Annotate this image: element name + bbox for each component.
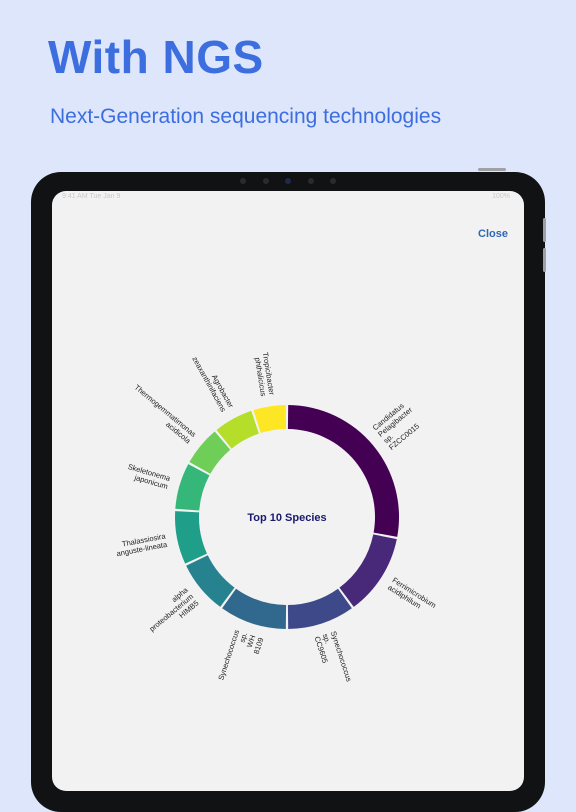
donut-segment[interactable]: [189, 431, 231, 474]
segment-label: Synechococcussp.WH8109: [216, 628, 265, 689]
subtitle: Next-Generation sequencing technologies: [50, 105, 442, 128]
sensor-dot: [307, 178, 314, 184]
segment-label: Synechococcussp.CC9605: [313, 630, 354, 688]
sensor-dot: [262, 178, 269, 184]
status-time: 9:41 AM Tue Jan 9: [62, 193, 121, 200]
segment-label: Tropicibacterphthalicicus: [252, 352, 276, 398]
segment-label: Ferrimicrobiumacidiphilum: [386, 576, 438, 618]
close-button[interactable]: Close: [478, 228, 508, 240]
camera-bar: [240, 177, 336, 185]
segment-label: Agrobacterzeaxanthinifaciens: [190, 351, 235, 414]
volume-up-button: [543, 218, 546, 242]
donut-segment[interactable]: [216, 410, 259, 449]
segment-label: Thermogemmatimonasacidicola: [127, 383, 198, 446]
donut-segment[interactable]: [175, 464, 210, 511]
chart-title: Top 10 Species: [247, 512, 326, 524]
donut-segment[interactable]: [222, 588, 287, 629]
headline: With NGS: [48, 31, 264, 83]
donut-segment[interactable]: [287, 405, 400, 537]
donut-segment[interactable]: [253, 405, 287, 434]
donut-segment[interactable]: [175, 511, 207, 564]
sensor-dot: [240, 178, 246, 184]
species-donut-chart: CandidatusPelagibactersp.FZCC0015 Ferrimi…: [114, 351, 438, 689]
camera-lens: [285, 178, 291, 184]
segment-label: CandidatusPelagibactersp.FZCC0015: [371, 398, 426, 451]
segment-label: Thalassiosiraanguste-lineata: [114, 531, 168, 558]
status-battery: 100%: [492, 193, 510, 200]
segment-label: Skeletonemajaponicum: [124, 462, 172, 491]
volume-down-button: [543, 248, 546, 272]
status-bar: 9:41 AM Tue Jan 9 100%: [52, 191, 524, 203]
donut-segment[interactable]: [186, 555, 235, 607]
donut-segment[interactable]: [287, 588, 352, 629]
app-screen: 9:41 AM Tue Jan 9 100% Close CandidatusP…: [52, 191, 524, 791]
sensor-dot: [330, 178, 336, 184]
segment-label: alphaproteobacteriumHIMB5: [142, 585, 201, 640]
power-button: [478, 168, 506, 171]
donut-segment[interactable]: [339, 534, 397, 607]
